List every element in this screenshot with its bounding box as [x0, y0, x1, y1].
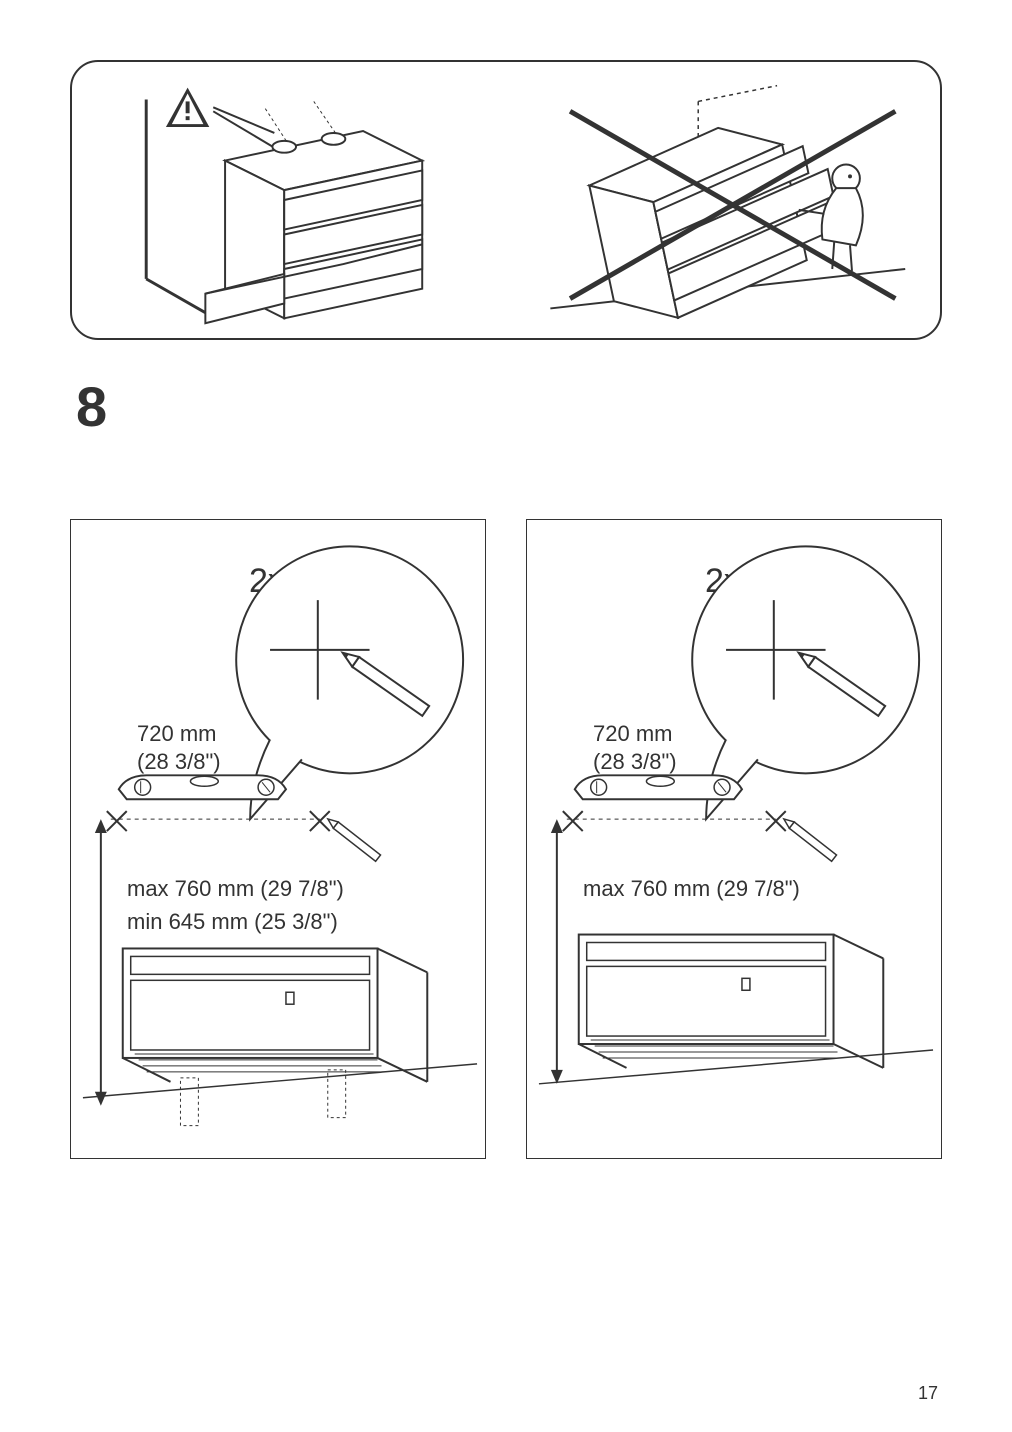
panel-right: 2x 720 mm (28 3/8") max 760 mm (29 7/8")	[526, 519, 942, 1159]
instruction-panels: 2x 720 mm (28 3/8") max 760 mm (29 7/8")…	[70, 519, 942, 1159]
page-number: 17	[918, 1383, 938, 1404]
panel-right-illustration	[527, 520, 941, 1158]
panel-left-illustration	[71, 520, 485, 1158]
panel-left: 2x 720 mm (28 3/8") max 760 mm (29 7/8")…	[70, 519, 486, 1159]
step-number: 8	[76, 374, 942, 439]
tip-over-warning-box	[70, 60, 942, 340]
warning-illustration	[72, 62, 940, 338]
